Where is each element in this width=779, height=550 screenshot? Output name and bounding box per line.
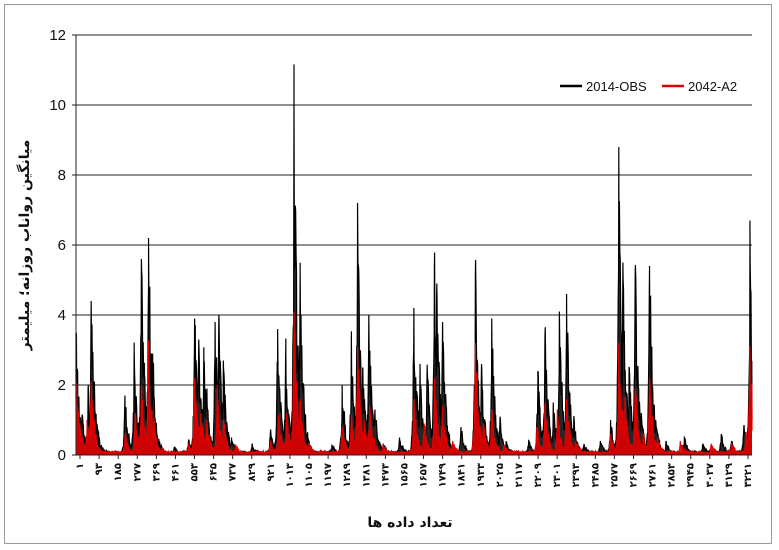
- gridlines: [76, 34, 752, 386]
- x-tick-label: ۱۶۵۷: [419, 463, 430, 487]
- x-tick-label: ۲۷۶۱: [648, 463, 659, 487]
- x-tick-label: ۱۹۳۳: [476, 463, 487, 487]
- legend-item-2014-OBS: 2014-OBS: [560, 79, 647, 94]
- series-line: [75, 311, 753, 457]
- x-tick-label: ۸۲۹: [247, 463, 258, 481]
- x-tick-label: ۱۴۷۳: [380, 463, 391, 487]
- series-area: [76, 64, 752, 456]
- x-tick-label: ۳۶۹: [151, 463, 162, 481]
- x-tick-label: ۲۲۰۹: [533, 463, 544, 487]
- x-tick-label: ۹۲۱: [266, 463, 277, 481]
- x-tick-label: ۲۳۹۳: [571, 463, 582, 487]
- x-tick-label: ۲۷۷: [132, 463, 143, 481]
- x-axis-ticks: ۱ ۹۳ ۱۸۵ ۲۷۷ ۳۶۹ ۴۶۱ ۵۵۳ ۶۴۵ ۷۳۷ ۸۲۹ ۹۲۱ ۱۰۱۳ ۱۱۰۵ ۱۱…: [75, 455, 754, 487]
- y-tick-label: 2: [58, 377, 66, 394]
- x-tick-label: ۱۱۰۵: [304, 463, 315, 487]
- legend-label: 2014-OBS: [586, 79, 647, 94]
- series-area: [76, 311, 752, 455]
- x-tick-label: ۲۵۷۷: [609, 463, 620, 487]
- series-layer: [75, 64, 753, 457]
- x-tick-label: ۳۲۲۱: [743, 463, 754, 487]
- y-tick-label: 0: [58, 447, 66, 464]
- y-axis-title: میانگین رواناب روزانه؛ میلیمتر: [16, 140, 33, 352]
- x-tick-label: ۱۱۹۷: [323, 463, 334, 487]
- x-axis-title: تعداد داده ها: [367, 515, 452, 531]
- x-tick-label: ۲۱۱۷: [514, 463, 525, 487]
- series-2042-A2: [75, 311, 753, 457]
- axes: [75, 35, 752, 456]
- x-tick-label: ۱۸۴۱: [457, 463, 468, 487]
- y-tick-label: 6: [58, 237, 66, 254]
- y-tick-label: 10: [49, 97, 66, 114]
- x-tick-label: ۲۶۶۹: [628, 463, 639, 487]
- x-tick-label: ۲۰۲۵: [495, 463, 506, 487]
- y-tick-label: 8: [58, 167, 66, 184]
- x-tick-label: ۳۱۲۹: [724, 463, 735, 487]
- x-tick-label: ۹۳: [94, 463, 105, 475]
- x-tick-label: ۱: [75, 463, 86, 469]
- x-tick-label: ۴۶۱: [170, 463, 181, 481]
- x-tick-label: ۲۹۴۵: [686, 463, 697, 487]
- x-tick-label: ۱۲۸۹: [342, 463, 353, 487]
- x-tick-label: ۲۸۵۳: [667, 463, 678, 487]
- legend: 2014-OBS 2042-A2: [560, 79, 737, 94]
- x-tick-label: ۷۳۷: [228, 463, 239, 481]
- legend-label: 2042-A2: [688, 79, 737, 94]
- x-tick-label: ۱۷۴۹: [438, 463, 449, 487]
- x-tick-label: ۶۴۵: [209, 463, 220, 481]
- y-tick-label: 12: [49, 27, 66, 44]
- legend-item-2042-A2: 2042-A2: [662, 79, 737, 94]
- x-tick-label: ۳۰۳۷: [705, 463, 716, 487]
- x-tick-label: ۱۳۸۱: [361, 463, 372, 487]
- x-tick-label: ۵۵۳: [190, 463, 201, 481]
- x-tick-label: ۲۳۰۱: [552, 463, 563, 487]
- x-tick-label: ۱۰۱۳: [285, 463, 296, 487]
- x-tick-label: ۱۵۶۵: [399, 463, 410, 487]
- x-tick-label: ۲۴۸۵: [590, 463, 601, 487]
- y-tick-label: 4: [58, 307, 66, 324]
- y-axis-ticks: 0 2 4 6 8 10 12: [49, 27, 76, 464]
- x-tick-label: ۱۸۵: [113, 463, 124, 481]
